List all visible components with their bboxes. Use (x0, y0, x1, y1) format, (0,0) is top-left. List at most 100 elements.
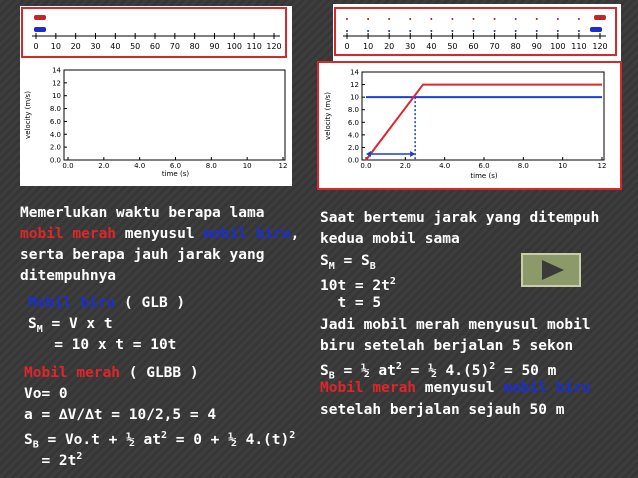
text-run: mobil biru (503, 380, 591, 397)
y-tick-label: 12 (52, 79, 61, 87)
position-dot (430, 30, 433, 32)
text-line: SB = Vo.t + ½ at2 = 0 + ½ 4.(t)2 (24, 427, 295, 455)
ruler-label: 70 (170, 42, 180, 51)
x-tick-label: 2.0 (400, 162, 411, 170)
position-dot (514, 30, 517, 32)
plot-frame (361, 71, 605, 161)
ruler-label: 100 (227, 42, 242, 51)
plot-frame (63, 69, 286, 161)
text-line: 10t = 2t2 (320, 273, 396, 295)
text-run: t = 5 (320, 295, 382, 312)
text-run: B (328, 370, 335, 382)
text-run: 2 (76, 451, 83, 462)
ruler-label: 50 (447, 42, 457, 51)
text-line: Vo= 0 (24, 385, 68, 403)
cars-right (590, 15, 606, 32)
text-run: = ½ 4.(5) (401, 362, 490, 379)
text-run: mobil biru (203, 226, 291, 242)
x-tick-label: 12 (598, 162, 607, 170)
ruler-label: 120 (266, 42, 281, 51)
text-run: ( GLB ) (115, 295, 186, 311)
x-tick-label: 4.0 (134, 162, 145, 170)
x-tick-label: 10 (243, 162, 252, 170)
position-dot (388, 30, 391, 32)
text-run: Memerlukan waktu berapa lama (20, 205, 265, 221)
ruler-label: 110 (247, 42, 262, 51)
blue-car (590, 27, 602, 32)
play-button[interactable] (521, 253, 581, 287)
text-run: mobil merah (20, 226, 117, 242)
ruler-label: 30 (90, 42, 100, 51)
ruler-label: 40 (110, 42, 120, 51)
ruler-label: 80 (511, 42, 521, 51)
x-tick-label: 8.0 (206, 162, 217, 170)
red-car (34, 15, 46, 20)
text-run: M (36, 323, 43, 335)
ruler-label: 0 (33, 42, 38, 51)
play-icon[interactable] (542, 260, 564, 280)
text-run: serta berapa jauh jarak yang (20, 247, 265, 263)
ruler-label: 30 (405, 42, 415, 51)
text-line: Mobil merah menyusul mobil biru (320, 379, 591, 397)
y-axis-label: velocity (m/s) (24, 91, 32, 139)
position-dot (577, 18, 580, 20)
text-run: M (328, 260, 335, 272)
y-tick-label: 6.0 (50, 118, 61, 126)
x-axis-label: time (s) (162, 170, 189, 178)
position-dot (472, 30, 475, 32)
text-line: t = 5 (320, 294, 381, 312)
position-dot (367, 30, 370, 32)
y-tick-label: 4.0 (348, 131, 359, 139)
y-tick-label: 8.0 (50, 105, 61, 113)
velocity-line (365, 83, 602, 161)
x-tick-label: 12 (279, 162, 288, 170)
ruler-label: 50 (130, 42, 140, 51)
graph-box (317, 61, 622, 190)
arrow-head (366, 151, 371, 157)
y-tick-label: 10 (350, 94, 359, 102)
x-tick-label: 6.0 (478, 162, 489, 170)
y-tick-label: 0.0 (50, 157, 61, 165)
text-run: = Vo.t + ½ at (38, 431, 161, 448)
position-dot (367, 18, 370, 20)
text-line: serta berapa jauh jarak yang (20, 246, 264, 264)
text-run: Mobil biru (28, 295, 116, 311)
text-line: biru setelah berjalan 5 sekon (320, 337, 573, 355)
ruler-label: 0 (344, 42, 349, 51)
ruler-label: 80 (190, 42, 200, 51)
text-run: , (290, 226, 300, 242)
text-run: B (369, 260, 376, 272)
text-line: Memerlukan waktu berapa lama (20, 204, 264, 222)
text-run: Jadi mobil merah menyusul mobil (320, 316, 591, 333)
text-line: ditempuhnya (20, 267, 116, 285)
text-run: a = ∆V/∆t = 10/2,5 = 4 (24, 407, 217, 423)
y-tick-label: 12 (350, 81, 359, 89)
text-run: kedua mobil sama (320, 231, 460, 248)
text-line: Mobil merah ( GLBB ) (24, 364, 199, 382)
text-run: menyusul (416, 380, 504, 397)
position-dot (514, 18, 517, 20)
x-tick-label: 4.0 (439, 162, 450, 170)
ruler-label: 90 (532, 42, 542, 51)
text-run: 10t = 2t (320, 277, 390, 294)
text-line: SM = SB (320, 252, 376, 276)
text-line: Saat bertemu jarak yang ditempuh (320, 209, 599, 227)
x-tick-label: 0.0 (360, 162, 371, 170)
ruler-label: 70 (489, 42, 499, 51)
ruler-label: 10 (51, 42, 61, 51)
position-dot (430, 18, 433, 20)
text-line: mobil merah menyusul mobil biru, (20, 225, 299, 243)
text-line: SM = V x t (28, 315, 113, 339)
ruler-label: 20 (71, 42, 81, 51)
position-dot (409, 18, 412, 20)
position-dot (535, 18, 538, 20)
position-dot (472, 18, 475, 20)
position-dot (493, 18, 496, 20)
text-run: = 50 m (495, 362, 557, 379)
position-dot (577, 30, 580, 32)
text-run: ( GLBB ) (120, 365, 199, 381)
position-dot (556, 30, 559, 32)
y-tick-label: 14 (350, 69, 359, 77)
